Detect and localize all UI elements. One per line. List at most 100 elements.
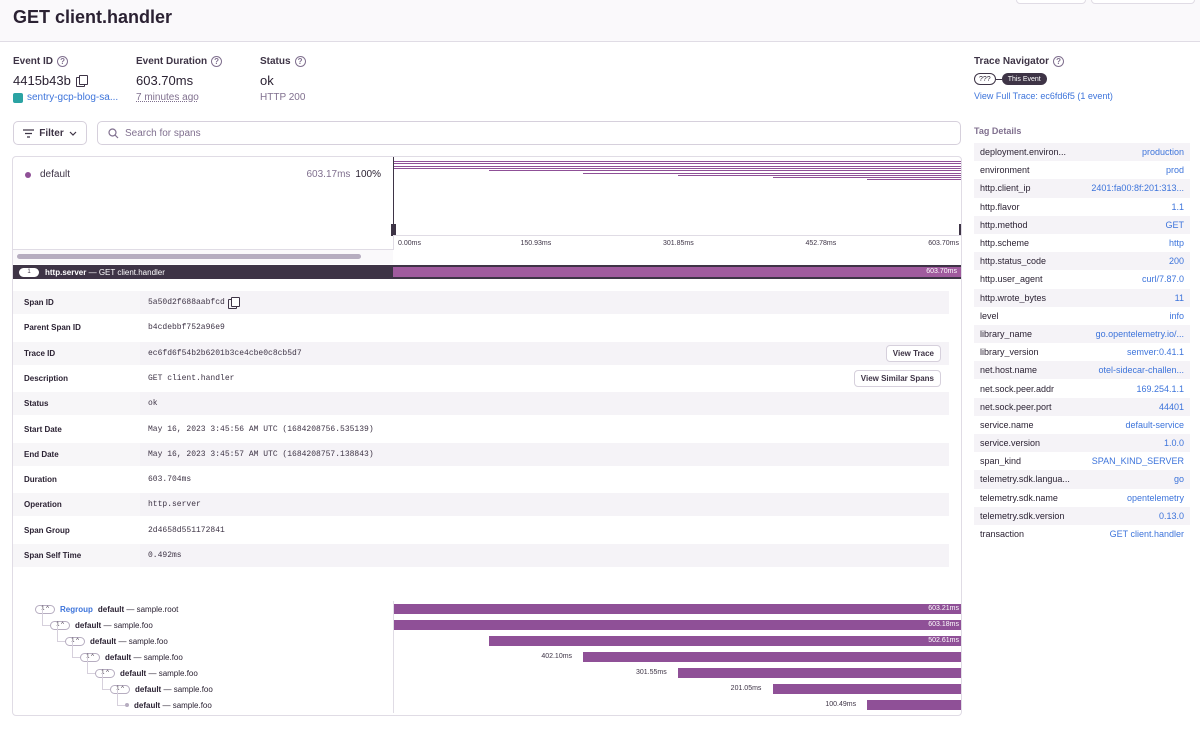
tag-value[interactable]: 200 <box>1168 256 1184 267</box>
view-similar-spans-button[interactable]: View Similar Spans <box>853 369 941 387</box>
scrollbar-thumb[interactable] <box>17 254 361 259</box>
tag-value[interactable]: 169.254.1.1 <box>1136 383 1184 394</box>
filter-button[interactable]: Filter <box>13 121 87 145</box>
trace-minimap[interactable] <box>393 157 961 235</box>
span-children-toggle[interactable]: 1 ^ <box>110 684 130 694</box>
span-tree-row[interactable]: 1 ^ default — sample.foo 502.61ms <box>13 625 961 649</box>
horizontal-scrollbar[interactable] <box>13 250 393 264</box>
minimap-span-bar <box>583 172 961 174</box>
span-bar[interactable]: 603.18ms <box>394 620 961 630</box>
search-input[interactable] <box>125 127 925 139</box>
tag-value[interactable]: semver:0.41.1 <box>1126 347 1184 358</box>
detail-value: 603.704ms <box>148 475 191 484</box>
span-children-toggle[interactable]: 1 ^ <box>80 652 100 662</box>
project-link[interactable]: sentry-gcp-blog-sa... <box>13 92 118 103</box>
tag-value[interactable]: 44401 <box>1158 401 1184 412</box>
tag-row[interactable]: http.scheme http <box>974 234 1190 252</box>
tag-value[interactable]: otel-sidecar-challen... <box>1098 365 1184 376</box>
copy-icon[interactable] <box>227 297 240 309</box>
span-tree-label: 1 ^ default — sample.foo <box>13 641 393 665</box>
span-tree-row[interactable]: 1 ^ Regroup default — sample.root 603.21ms <box>13 601 961 617</box>
span-tree-row[interactable]: 1 ^ default — sample.foo 603.18ms <box>13 609 961 633</box>
span-tree-row[interactable]: 1 ^ default — sample.foo 301.55ms <box>13 657 961 681</box>
minimap-span-bar <box>394 163 961 165</box>
span-tree-row[interactable]: default — sample.foo 100.49ms <box>13 689 961 713</box>
info-icon[interactable]: ? <box>57 56 69 67</box>
this-event-chip[interactable]: This Event <box>1001 73 1047 85</box>
tag-row[interactable]: http.flavor 1.1 <box>974 198 1190 216</box>
tag-row[interactable]: environment prod <box>974 161 1190 179</box>
header-action-button[interactable] <box>1091 0 1195 4</box>
tag-value[interactable]: http <box>1168 238 1184 249</box>
tag-value[interactable]: production <box>1141 147 1184 158</box>
span-tree-row[interactable]: 1 ^ default — sample.foo 201.05ms <box>13 673 961 697</box>
tag-value[interactable]: curl/7.87.0 <box>1141 274 1184 285</box>
tag-row[interactable]: http.wrote_bytes 11 <box>974 288 1190 307</box>
span-bar[interactable] <box>867 700 961 710</box>
header-action-button[interactable] <box>1016 0 1086 4</box>
tag-row[interactable]: transaction GET client.handler <box>974 525 1190 543</box>
view-trace-button[interactable]: View Trace <box>885 344 941 362</box>
tag-value[interactable]: default-service <box>1125 419 1184 430</box>
info-icon[interactable]: ? <box>294 56 306 67</box>
tag-row[interactable]: telemetry.sdk.langua... go <box>974 470 1190 489</box>
tag-row[interactable]: net.sock.peer.port 44401 <box>974 397 1190 416</box>
minimap-left-handle[interactable] <box>391 224 396 236</box>
tag-row[interactable]: telemetry.sdk.name opentelemetry <box>974 489 1190 507</box>
tag-value[interactable]: GET client.handler <box>1109 529 1184 540</box>
unknown-event-chip[interactable]: ??? <box>974 73 996 85</box>
tag-row[interactable]: net.host.name otel-sidecar-challen... <box>974 361 1190 380</box>
selected-span-row[interactable]: 1 http.server — GET client.handler 603.7… <box>13 265 961 279</box>
tag-row[interactable]: telemetry.sdk.version 0.13.0 <box>974 506 1190 525</box>
tag-value[interactable]: 2401:fa00:8f:201:313... <box>1091 183 1184 194</box>
minimap-right-handle[interactable] <box>959 224 961 236</box>
span-search[interactable] <box>97 121 961 145</box>
span-bar[interactable] <box>678 668 961 678</box>
tag-value[interactable]: go <box>1173 474 1184 485</box>
tag-value[interactable]: 1.0.0 <box>1163 438 1184 449</box>
span-op: default <box>90 636 117 646</box>
tag-value[interactable]: info <box>1169 310 1184 321</box>
tag-row[interactable]: deployment.environ... production <box>974 143 1190 162</box>
tag-row[interactable]: level info <box>974 307 1190 325</box>
tag-row[interactable]: http.method GET <box>974 215 1190 234</box>
span-bar[interactable]: 502.61ms <box>488 636 961 646</box>
tag-value[interactable]: prod <box>1165 165 1184 176</box>
info-icon[interactable]: ? <box>211 56 223 67</box>
span-desc: sample.foo <box>173 684 213 694</box>
connector <box>995 78 1002 80</box>
tag-value[interactable]: SPAN_KIND_SERVER <box>1091 456 1184 467</box>
tag-value[interactable]: go.opentelemetry.io/... <box>1095 328 1184 339</box>
span-children-toggle[interactable]: 1 ^ <box>50 620 70 630</box>
event-id-value: 4415b43b <box>13 73 71 88</box>
tag-row[interactable]: net.sock.peer.addr 169.254.1.1 <box>974 379 1190 397</box>
tag-value[interactable]: opentelemetry <box>1126 492 1184 503</box>
tag-value[interactable]: 0.13.0 <box>1158 510 1184 521</box>
tag-value[interactable]: 1.1 <box>1171 201 1184 212</box>
selected-span-bar[interactable]: 603.70ms <box>393 267 961 277</box>
span-children-toggle[interactable]: 1 ^ <box>65 636 85 646</box>
tag-value[interactable]: 11 <box>1174 292 1184 303</box>
tag-value[interactable]: GET <box>1165 219 1184 230</box>
tag-row[interactable]: http.user_agent curl/7.87.0 <box>974 270 1190 288</box>
tag-row[interactable]: service.version 1.0.0 <box>974 434 1190 453</box>
tag-row[interactable]: span_kind SPAN_KIND_SERVER <box>974 452 1190 470</box>
view-full-trace-link[interactable]: View Full Trace: ec6fd6f5 (1 event) <box>974 91 1113 101</box>
tag-row[interactable]: http.client_ip 2401:fa00:8f:201:313... <box>974 179 1190 198</box>
span-children-toggle[interactable]: 1 ^ <box>95 668 115 678</box>
info-icon[interactable]: ? <box>1053 56 1065 67</box>
tag-row[interactable]: http.status_code 200 <box>974 252 1190 271</box>
tag-row[interactable]: library_version semver:0.41.1 <box>974 343 1190 361</box>
span-count-toggle[interactable]: 1 <box>19 267 39 277</box>
span-tree-row[interactable]: 1 ^ default — sample.foo 402.10ms <box>13 641 961 665</box>
span-bar[interactable] <box>583 652 961 662</box>
copy-icon[interactable] <box>75 75 88 87</box>
tag-key: net.sock.peer.addr <box>980 383 1055 394</box>
tag-row[interactable]: library_name go.opentelemetry.io/... <box>974 324 1190 344</box>
span-bar[interactable] <box>772 684 961 694</box>
ops-breakdown-row[interactable]: default 603.17ms 100% <box>25 169 381 180</box>
span-children-toggle[interactable]: 1 ^ <box>35 604 55 614</box>
span-bar[interactable]: 603.21ms <box>394 604 961 614</box>
regroup-link[interactable]: Regroup <box>60 604 93 614</box>
tag-row[interactable]: service.name default-service <box>974 416 1190 434</box>
